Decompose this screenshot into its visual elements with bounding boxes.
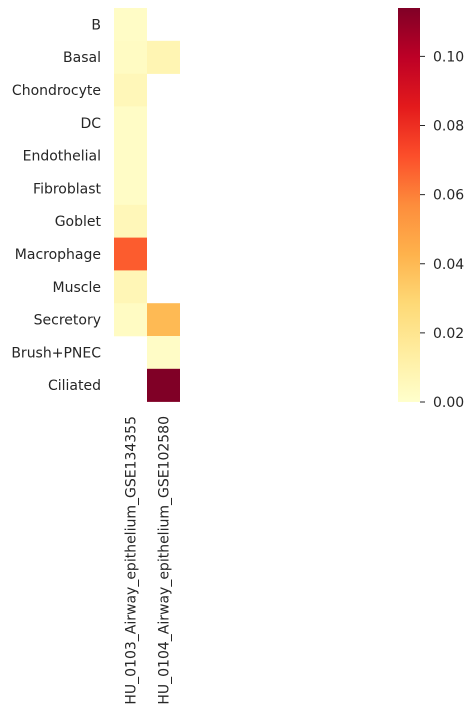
heatmap-cell-b-col1: [114, 8, 147, 42]
row-label: Fibroblast: [33, 181, 101, 197]
colorbar: [398, 8, 420, 402]
heatmap-cell-secretory-col1: [114, 303, 147, 337]
colorbar-tick-label: 0.10: [433, 49, 464, 65]
heatmap-cell-ciliated-col2: [147, 368, 180, 402]
row-label: Brush+PNEC: [11, 345, 101, 361]
row-label: Goblet: [55, 214, 102, 230]
column-label: HU_0103_Airway_epithelium_GSE134355: [124, 416, 140, 705]
row-label: Chondrocyte: [12, 83, 101, 99]
row-label: DC: [80, 116, 101, 132]
heatmap-cell-secretory-col2: [147, 303, 180, 337]
colorbar-tick-label: 0.06: [433, 188, 464, 204]
heatmap-cell-basal-col1: [114, 40, 147, 74]
heatmap-cell-chondrocyte-col1: [114, 73, 147, 107]
heatmap-cell-endothelial-col1: [114, 139, 147, 173]
heatmap-cell-goblet-col1: [114, 204, 147, 238]
row-label: Macrophage: [15, 247, 101, 263]
heatmap-cell-dc-col1: [114, 106, 147, 140]
heatmap-cell-muscle-col1: [114, 270, 147, 304]
heatmap-cell-macrophage-col1: [114, 237, 147, 271]
colorbar-ticks: 0.00 0.02 0.04 0.06 0.08 0.10: [420, 49, 464, 411]
row-label: Endothelial: [23, 149, 101, 165]
row-label: Secretory: [34, 313, 101, 329]
row-labels: B Basal Chondrocyte DC Endothelial Fibroblast…: [11, 17, 101, 394]
row-label: Basal: [63, 50, 101, 66]
heatmap-cell-fibroblast-col1: [114, 172, 147, 206]
row-label: B: [91, 17, 101, 33]
heatmap-cells: [114, 8, 180, 402]
column-label: HU_0104_Airway_epithelium_GSE102580: [157, 416, 173, 705]
row-label: Ciliated: [48, 378, 101, 394]
colorbar-tick-label: 0.02: [433, 326, 464, 342]
colorbar-tick-label: 0.00: [433, 395, 464, 411]
heatmap-cell-basal-col2: [147, 40, 180, 74]
heatmap-cell-brush-pnec-col2: [147, 336, 180, 370]
column-labels: HU_0103_Airway_epithelium_GSE134355 HU_01…: [124, 416, 173, 705]
colorbar-tick-label: 0.08: [433, 119, 464, 135]
row-label: Muscle: [53, 280, 101, 296]
colorbar-tick-label: 0.04: [433, 257, 464, 273]
